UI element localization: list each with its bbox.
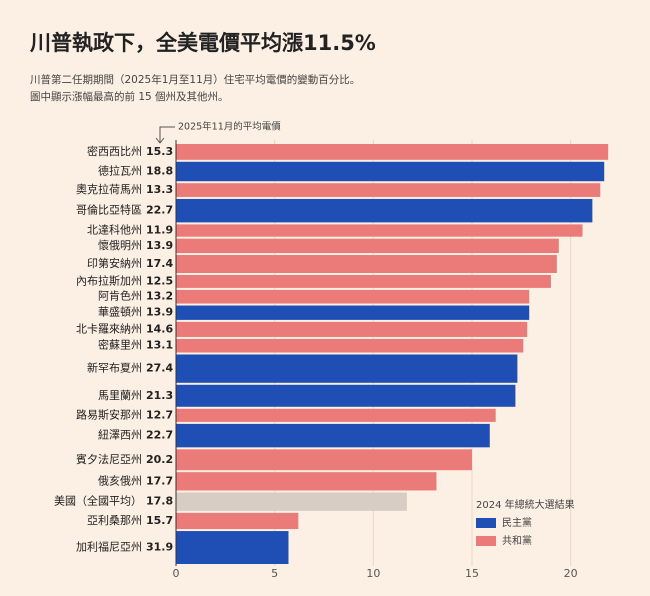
price-label: 20.2 — [146, 453, 173, 466]
legend-label: 民主黨 — [502, 516, 532, 529]
category-label: 北卡羅來納州 — [76, 322, 142, 335]
chart-title: 川普執政下，全美電價平均漲11.5% — [29, 31, 376, 55]
price-label: 27.4 — [146, 362, 173, 375]
legend-swatch — [476, 518, 496, 528]
annotation-arrow — [155, 126, 175, 144]
x-tick-label: 5 — [271, 567, 278, 580]
category-label: 俄亥俄州 — [98, 473, 142, 487]
subtitle: 圖中顯示漲幅最高的前 15 個州及其他州。 — [30, 90, 229, 103]
price-label: 21.3 — [146, 389, 173, 402]
bar — [176, 305, 530, 320]
bar — [176, 354, 518, 383]
category-label: 美國（全國平均） — [54, 494, 142, 508]
price-label: 13.1 — [146, 339, 173, 352]
price-label: 17.8 — [146, 495, 173, 508]
x-tick-label: 0 — [173, 567, 180, 580]
legend-swatch — [476, 536, 496, 546]
category-label: 印第安納州 — [87, 256, 142, 270]
price-label: 22.7 — [146, 429, 173, 442]
bar — [176, 408, 496, 422]
bar — [176, 449, 472, 471]
price-label: 11.9 — [146, 224, 173, 237]
price-label: 18.8 — [146, 165, 173, 178]
price-label: 13.2 — [146, 290, 173, 303]
legend-title: 2024 年總統大選結果 — [476, 498, 575, 511]
x-tick-label: 15 — [465, 567, 479, 580]
annotation: 2025年11月的平均電價 — [178, 121, 281, 133]
subtitle: 川普第二任期期間（2025年1月至11月）住宅平均電價的變動百分比。 — [30, 73, 360, 86]
category-label: 華盛頓州 — [98, 305, 142, 319]
bar — [176, 255, 557, 273]
category-label: 阿肯色州 — [98, 289, 142, 303]
price-label: 31.9 — [146, 541, 173, 554]
legend-label: 共和黨 — [502, 534, 532, 547]
price-label: 13.3 — [146, 183, 173, 196]
category-label: 加利福尼亞州 — [76, 540, 142, 554]
price-label: 17.4 — [146, 257, 173, 270]
price-label: 15.3 — [146, 145, 173, 158]
bar — [176, 512, 299, 530]
category-label: 密西西比州 — [87, 144, 142, 158]
price-label: 17.7 — [146, 474, 173, 487]
bar — [176, 531, 289, 564]
bar — [176, 472, 437, 491]
category-label: 密蘇里州 — [98, 338, 142, 352]
bar — [176, 492, 407, 511]
bar — [176, 338, 524, 353]
category-label: 哥倫比亞特區 — [76, 203, 142, 217]
category-label: 馬里蘭州 — [98, 389, 142, 402]
category-label: 亞利桑那州 — [87, 514, 142, 527]
bar — [176, 161, 605, 182]
category-label: 路易斯安那州 — [76, 407, 142, 421]
category-label: 北達科他州 — [87, 223, 142, 237]
bar — [176, 289, 530, 304]
price-label: 22.7 — [146, 204, 173, 217]
price-label: 15.7 — [146, 514, 173, 527]
category-label: 紐澤西州 — [98, 429, 142, 442]
bar — [176, 144, 609, 160]
category-label: 德拉瓦州 — [98, 164, 142, 178]
category-label: 新罕布夏州 — [87, 361, 142, 375]
x-tick-label: 10 — [366, 567, 380, 580]
bar — [176, 321, 528, 337]
bar — [176, 274, 551, 288]
price-label: 13.9 — [146, 239, 173, 252]
price-label: 13.9 — [146, 306, 173, 319]
bar — [176, 183, 601, 197]
bar — [176, 423, 490, 448]
category-label: 奧克拉荷馬州 — [76, 182, 142, 196]
price-label: 12.7 — [146, 408, 173, 421]
price-label: 12.5 — [146, 274, 173, 287]
category-label: 懷俄明州 — [98, 239, 142, 252]
bar — [176, 198, 593, 223]
bar — [176, 224, 583, 237]
category-label: 內布拉斯加州 — [76, 273, 142, 287]
bar — [176, 384, 516, 407]
category-label: 賓夕法尼亞州 — [76, 452, 142, 466]
price-label: 14.6 — [146, 322, 173, 335]
x-tick-label: 20 — [564, 567, 578, 580]
bar — [176, 238, 559, 254]
